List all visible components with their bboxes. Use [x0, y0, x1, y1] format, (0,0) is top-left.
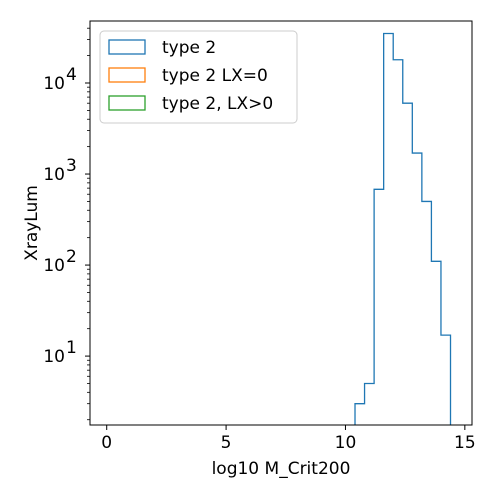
x-tick-label-1: 5 — [221, 433, 232, 453]
series-layer — [354, 32, 452, 425]
y-tick-exponent-2: 3 — [66, 156, 77, 176]
legend-swatch-2 — [108, 95, 146, 111]
legend-swatch-1 — [108, 67, 146, 83]
x-tick-label-3: 15 — [454, 433, 476, 453]
legend: type 2 type 2 LX=0 type 2, LX>0 — [99, 30, 298, 124]
x-axis-label: log10 M_Crit200 — [212, 459, 351, 479]
y-tick-label-0: 10 — [43, 347, 65, 367]
legend-label-0: type 2 — [162, 38, 216, 58]
y-tick-label-1: 10 — [43, 256, 65, 276]
legend-label-1: type 2 LX=0 — [162, 66, 268, 86]
x-tick-label-2: 10 — [335, 433, 357, 453]
plot-frame — [89, 20, 473, 426]
y-axis-label: XrayLum — [22, 185, 42, 261]
y-tick-exponent-3: 4 — [66, 65, 77, 85]
legend-box — [99, 30, 298, 124]
y-tick-exponent-0: 1 — [66, 338, 77, 358]
x-tick-label-0: 0 — [101, 433, 112, 453]
y-tick-label-2: 10 — [43, 165, 65, 185]
y-tick-label-3: 10 — [43, 74, 65, 94]
series-0-step-line — [354, 32, 452, 425]
y-tick-exponent-1: 2 — [66, 247, 77, 267]
legend-label-2: type 2, LX>0 — [162, 94, 273, 114]
legend-items: type 2 type 2 LX=0 type 2, LX>0 — [108, 38, 273, 114]
legend-swatch-0 — [108, 39, 146, 55]
